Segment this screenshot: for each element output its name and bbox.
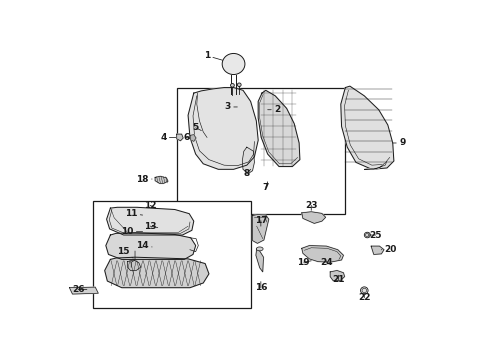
Polygon shape xyxy=(258,90,299,167)
Polygon shape xyxy=(127,260,141,270)
Polygon shape xyxy=(106,207,193,235)
Polygon shape xyxy=(370,246,383,255)
Text: 13: 13 xyxy=(143,222,158,231)
Polygon shape xyxy=(69,287,98,294)
Text: 15: 15 xyxy=(117,247,133,258)
Text: 7: 7 xyxy=(262,182,268,192)
Text: 21: 21 xyxy=(332,275,344,284)
Text: 19: 19 xyxy=(297,258,311,267)
Text: 20: 20 xyxy=(381,245,396,254)
Text: 5: 5 xyxy=(192,123,201,132)
Text: 25: 25 xyxy=(367,230,381,239)
Ellipse shape xyxy=(364,232,369,238)
Polygon shape xyxy=(301,246,343,262)
Text: 16: 16 xyxy=(254,282,266,292)
Polygon shape xyxy=(104,257,208,288)
Text: 17: 17 xyxy=(254,216,266,226)
Text: 12: 12 xyxy=(143,201,156,210)
Ellipse shape xyxy=(256,247,263,251)
Text: 26: 26 xyxy=(72,285,87,294)
Polygon shape xyxy=(242,147,254,174)
Ellipse shape xyxy=(222,53,244,75)
Polygon shape xyxy=(329,270,344,281)
Text: 10: 10 xyxy=(121,227,142,236)
Text: 18: 18 xyxy=(136,175,152,184)
Text: 24: 24 xyxy=(320,258,332,267)
Text: 14: 14 xyxy=(136,241,152,250)
Polygon shape xyxy=(155,176,168,184)
Ellipse shape xyxy=(230,84,234,87)
Text: 8: 8 xyxy=(243,169,250,178)
Text: 2: 2 xyxy=(267,105,280,114)
Text: 1: 1 xyxy=(203,51,225,61)
Polygon shape xyxy=(176,134,183,141)
Text: 3: 3 xyxy=(224,103,237,112)
Polygon shape xyxy=(190,135,196,141)
Text: 9: 9 xyxy=(392,139,405,148)
Bar xyxy=(176,87,345,214)
Polygon shape xyxy=(340,86,393,169)
Polygon shape xyxy=(252,215,268,243)
Ellipse shape xyxy=(237,83,241,87)
Polygon shape xyxy=(301,212,325,223)
Text: 22: 22 xyxy=(357,293,370,302)
Ellipse shape xyxy=(360,287,367,294)
Text: 6: 6 xyxy=(183,133,191,142)
Polygon shape xyxy=(364,161,386,169)
Polygon shape xyxy=(188,87,258,169)
Text: 23: 23 xyxy=(305,201,317,210)
Text: 4: 4 xyxy=(160,133,176,142)
Polygon shape xyxy=(255,249,263,272)
Bar xyxy=(93,201,250,308)
Polygon shape xyxy=(105,233,195,260)
Text: 11: 11 xyxy=(125,209,142,218)
